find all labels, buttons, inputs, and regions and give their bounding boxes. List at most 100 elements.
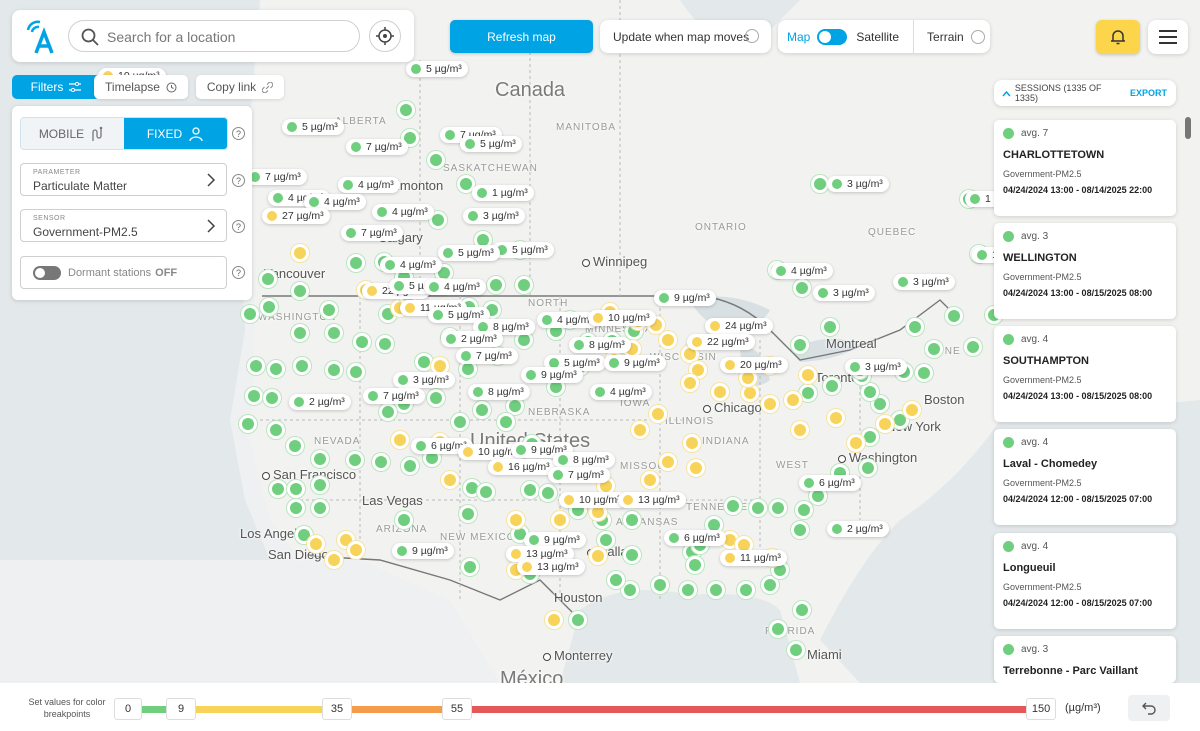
station-marker[interactable]: [764, 579, 776, 591]
station-marker[interactable]: [894, 414, 906, 426]
station-marker[interactable]: [652, 408, 664, 420]
station-marker[interactable]: [294, 327, 306, 339]
station-marker[interactable]: [550, 381, 562, 393]
filters-button[interactable]: Filters: [12, 75, 100, 99]
station-marker[interactable]: [626, 549, 638, 561]
station-reading-label[interactable]: 4 µg/m³: [304, 194, 366, 210]
station-reading-label[interactable]: 3 µg/m³: [463, 208, 525, 224]
station-marker[interactable]: [294, 285, 306, 297]
station-reading-label[interactable]: 4 µg/m³: [380, 257, 442, 273]
station-reading-label[interactable]: 8 µg/m³: [569, 337, 631, 353]
station-marker[interactable]: [692, 364, 704, 376]
station-marker[interactable]: [462, 508, 474, 520]
station-marker[interactable]: [662, 334, 674, 346]
station-marker[interactable]: [270, 363, 282, 375]
station-marker[interactable]: [518, 334, 530, 346]
search-input[interactable]: [107, 27, 347, 47]
station-reading-label[interactable]: 3 µg/m³: [827, 176, 889, 192]
station-reading-label[interactable]: 3 µg/m³: [393, 372, 455, 388]
station-marker[interactable]: [610, 574, 622, 586]
station-marker[interactable]: [592, 550, 604, 562]
station-marker[interactable]: [350, 257, 362, 269]
station-reading-label[interactable]: 9 µg/m³: [524, 532, 586, 548]
station-marker[interactable]: [802, 369, 814, 381]
fixed-mode-tab[interactable]: FIXED: [124, 118, 227, 149]
station-reading-label[interactable]: 9 µg/m³: [604, 355, 666, 371]
station-marker[interactable]: [764, 398, 776, 410]
station-marker[interactable]: [796, 282, 808, 294]
station-marker[interactable]: [382, 406, 394, 418]
station-marker[interactable]: [500, 416, 512, 428]
station-marker[interactable]: [314, 453, 326, 465]
station-reading-label[interactable]: 3 µg/m³: [845, 359, 907, 375]
station-marker[interactable]: [298, 529, 310, 541]
station-reading-label[interactable]: 6 µg/m³: [799, 475, 861, 491]
station-marker[interactable]: [290, 502, 302, 514]
station-marker[interactable]: [684, 348, 696, 360]
station-marker[interactable]: [740, 584, 752, 596]
station-marker[interactable]: [430, 392, 442, 404]
station-marker[interactable]: [572, 614, 584, 626]
station-reading-label[interactable]: 7 µg/m³: [346, 139, 408, 155]
station-marker[interactable]: [426, 452, 438, 464]
map-type-satellite[interactable]: Satellite: [856, 29, 900, 44]
station-reading-label[interactable]: 7 µg/m³: [548, 467, 610, 483]
station-marker[interactable]: [928, 343, 940, 355]
station-reading-label[interactable]: 11 µg/m³: [720, 550, 787, 566]
dormant-switch[interactable]: [33, 265, 61, 280]
station-marker[interactable]: [864, 431, 876, 443]
station-marker[interactable]: [742, 372, 754, 384]
station-marker[interactable]: [600, 480, 612, 492]
mobile-mode-tab[interactable]: MOBILE: [21, 118, 124, 149]
station-marker[interactable]: [296, 360, 308, 372]
station-marker[interactable]: [550, 325, 562, 337]
station-marker[interactable]: [708, 519, 720, 531]
station-marker[interactable]: [490, 279, 502, 291]
station-marker[interactable]: [382, 308, 394, 320]
station-marker[interactable]: [477, 234, 489, 246]
station-reading-label[interactable]: 20 µg/m³: [720, 357, 788, 373]
mode-help-icon[interactable]: ?: [232, 127, 245, 140]
map-type-map[interactable]: Map: [787, 29, 811, 44]
station-marker[interactable]: [724, 534, 736, 546]
station-marker[interactable]: [626, 514, 638, 526]
station-marker[interactable]: [514, 528, 526, 540]
export-button[interactable]: EXPORT: [1129, 88, 1167, 98]
station-reading-label[interactable]: 27 µg/m³: [262, 208, 330, 224]
scrollbar-thumb[interactable]: [1185, 117, 1191, 139]
copy-link-button[interactable]: Copy link: [196, 75, 284, 99]
station-marker[interactable]: [524, 484, 536, 496]
station-marker[interactable]: [340, 534, 352, 546]
station-marker[interactable]: [454, 416, 466, 428]
station-marker[interactable]: [310, 538, 322, 550]
station-marker[interactable]: [634, 424, 646, 436]
station-marker[interactable]: [418, 356, 430, 368]
breakpoint-input-2[interactable]: 35: [322, 698, 352, 720]
station-reading-label[interactable]: 8 µg/m³: [468, 384, 530, 400]
station-marker[interactable]: [948, 310, 960, 322]
station-marker[interactable]: [248, 390, 260, 402]
station-marker[interactable]: [812, 490, 824, 502]
station-marker[interactable]: [850, 437, 862, 449]
station-marker[interactable]: [826, 380, 838, 392]
session-card[interactable]: avg. 4 SOUTHAMPTON Government-PM2.5 04/24/2…: [994, 326, 1176, 422]
breakpoint-input-4[interactable]: 150: [1026, 698, 1056, 720]
locate-button[interactable]: [369, 20, 401, 52]
terrain-radio[interactable]: [970, 29, 985, 44]
station-reading-label[interactable]: 2 µg/m³: [441, 331, 503, 347]
station-marker[interactable]: [444, 474, 456, 486]
station-marker[interactable]: [802, 387, 814, 399]
refresh-map-button[interactable]: Refresh map: [450, 20, 593, 53]
station-marker[interactable]: [430, 154, 442, 166]
station-marker[interactable]: [314, 479, 326, 491]
station-reading-label[interactable]: 6 µg/m³: [664, 530, 726, 546]
station-marker[interactable]: [460, 178, 472, 190]
station-marker[interactable]: [690, 462, 702, 474]
station-marker[interactable]: [874, 398, 886, 410]
breakpoint-input-3[interactable]: 55: [442, 698, 472, 720]
station-marker[interactable]: [350, 544, 362, 556]
station-marker[interactable]: [592, 506, 604, 518]
station-reading-label[interactable]: 13 µg/m³: [517, 559, 585, 575]
station-marker[interactable]: [464, 561, 476, 573]
station-marker[interactable]: [270, 424, 282, 436]
